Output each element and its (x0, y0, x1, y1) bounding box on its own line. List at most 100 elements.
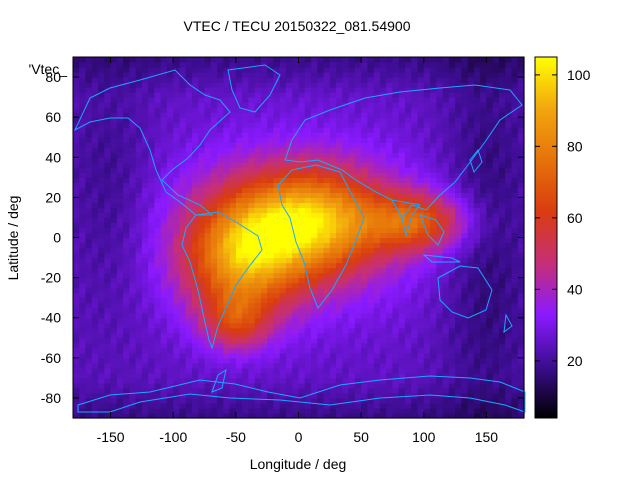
heatmap-cell (141, 72, 149, 78)
heatmap-cell (473, 317, 481, 324)
heatmap-cell (455, 277, 462, 284)
heatmap-cell (104, 62, 112, 68)
heatmap-cell (473, 327, 481, 334)
heatmap-cell (279, 87, 287, 93)
heatmap-cell (361, 167, 368, 173)
heatmap-cell (486, 402, 494, 409)
heatmap-cell (198, 112, 206, 118)
heatmap-cell (373, 362, 381, 369)
heatmap-cell (379, 332, 387, 339)
heatmap-cell (379, 407, 387, 414)
heatmap-cell (392, 222, 400, 229)
heatmap-cell (217, 267, 224, 274)
heatmap-cell (185, 212, 193, 219)
heatmap-cell (104, 172, 112, 178)
heatmap-cell (436, 272, 444, 279)
heatmap-cell (85, 162, 93, 168)
heatmap-cell (229, 232, 237, 239)
heatmap-cell (204, 62, 212, 68)
heatmap-cell (304, 352, 312, 359)
heatmap-cell (242, 102, 249, 108)
heatmap-cell (123, 77, 130, 83)
heatmap-cell (267, 62, 275, 68)
heatmap-cell (373, 87, 381, 93)
heatmap-cell (423, 217, 431, 224)
heatmap-cell (154, 397, 162, 404)
heatmap-cell (267, 57, 275, 63)
heatmap-cell (267, 87, 275, 93)
heatmap-cell (116, 252, 124, 259)
heatmap-cell (473, 72, 481, 78)
heatmap-cell (348, 312, 356, 319)
heatmap-cell (198, 182, 206, 188)
heatmap-cell (217, 107, 224, 113)
heatmap-cell (204, 127, 212, 133)
heatmap-cell (192, 302, 199, 309)
heatmap-cell (404, 262, 412, 269)
heatmap-cell (411, 122, 419, 128)
heatmap-cell (198, 172, 206, 178)
heatmap-cell (486, 167, 494, 173)
heatmap-cell (79, 97, 87, 103)
heatmap-cell (311, 267, 318, 274)
heatmap-cell (348, 167, 356, 173)
heatmap-cell (160, 287, 168, 294)
heatmap-cell (285, 407, 293, 414)
heatmap-cell (135, 372, 143, 379)
heatmap-cell (323, 297, 331, 304)
heatmap-cell (386, 377, 394, 384)
heatmap-cell (91, 167, 99, 173)
heatmap-cell (411, 262, 419, 269)
heatmap-cell (91, 292, 99, 299)
heatmap-cell (304, 282, 312, 289)
heatmap-cell (386, 317, 394, 324)
heatmap-cell (73, 132, 80, 138)
heatmap-cell (85, 147, 93, 153)
heatmap-cell (417, 57, 425, 63)
heatmap-cell (354, 302, 362, 309)
heatmap-cell (505, 367, 513, 374)
heatmap-cell (348, 107, 356, 113)
heatmap-cell (467, 412, 475, 419)
heatmap-cell (204, 162, 212, 168)
heatmap-cell (404, 357, 412, 364)
heatmap-cell (455, 217, 462, 224)
heatmap-cell (267, 102, 275, 108)
heatmap-cell (110, 92, 118, 98)
heatmap-cell (198, 77, 206, 83)
heatmap-cell (160, 332, 168, 339)
heatmap-cell (379, 102, 387, 108)
heatmap-cell (336, 162, 343, 168)
heatmap-cell (392, 187, 400, 193)
heatmap-cell (116, 222, 124, 229)
heatmap-cell (473, 322, 481, 329)
heatmap-cell (173, 367, 181, 374)
heatmap-cell (404, 237, 412, 244)
heatmap-cell (192, 82, 199, 88)
heatmap-cell (242, 252, 249, 259)
heatmap-cell (442, 287, 450, 294)
heatmap-cell (486, 382, 494, 389)
heatmap-cell (279, 402, 287, 409)
heatmap-cell (411, 77, 419, 83)
heatmap-cell (373, 177, 381, 183)
heatmap-cell (317, 392, 325, 399)
heatmap-cell (185, 407, 193, 414)
heatmap-cell (455, 77, 462, 83)
heatmap-cell (492, 112, 500, 118)
heatmap-cell (285, 357, 293, 364)
heatmap-cell (342, 317, 350, 324)
heatmap-cell (185, 57, 193, 63)
heatmap-cell (110, 302, 118, 309)
heatmap-cell (467, 247, 475, 254)
heatmap-cell (135, 117, 143, 123)
heatmap-cell (141, 192, 149, 198)
heatmap-cell (160, 177, 168, 183)
heatmap-cell (486, 312, 494, 319)
heatmap-cell (110, 97, 118, 103)
heatmap-cell (505, 277, 513, 284)
heatmap-cell (91, 262, 99, 269)
heatmap-cell (492, 272, 500, 279)
heatmap-cell (423, 272, 431, 279)
heatmap-cell (361, 352, 368, 359)
